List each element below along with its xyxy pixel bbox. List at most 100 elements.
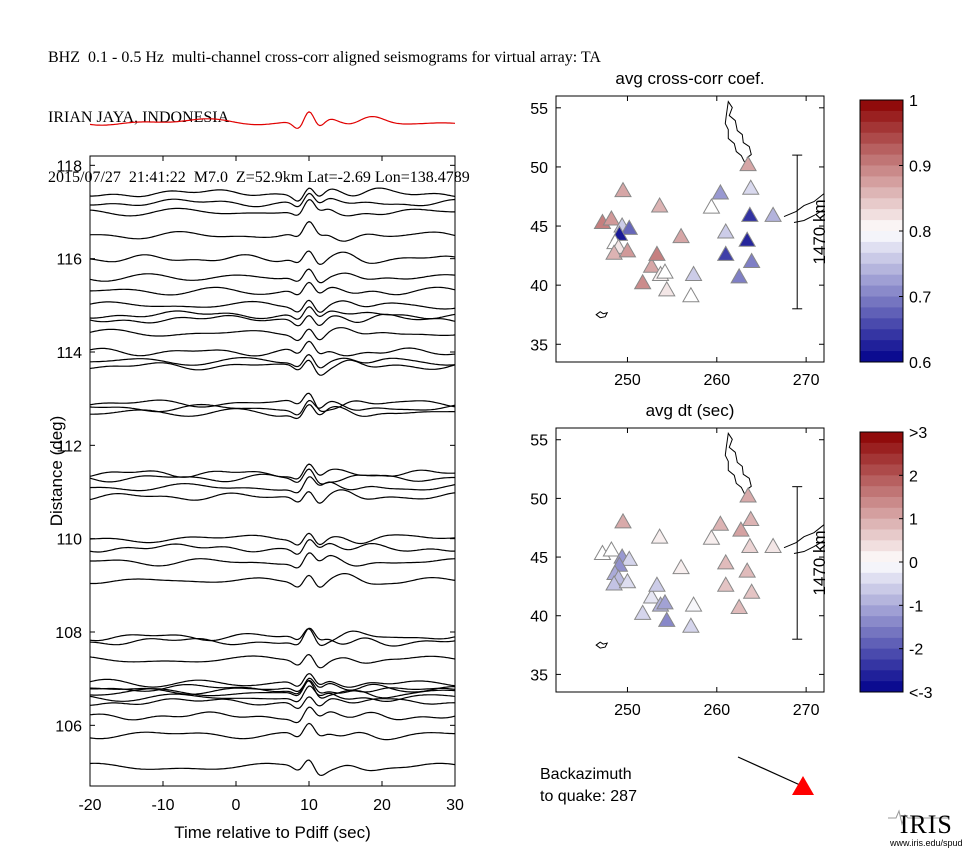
x-tick-label: 20 <box>373 797 391 814</box>
seismogram-trace-line <box>89 759 456 777</box>
backazimuth-title: Backazimuth <box>540 766 632 783</box>
colorbar-segment <box>860 231 903 243</box>
y-tick-label: 110 <box>56 532 82 549</box>
seismogram-trace-line <box>89 299 456 313</box>
station-marker <box>741 179 760 195</box>
map-x-tick-label: 270 <box>793 372 820 389</box>
seismogram-trace-line <box>90 353 456 369</box>
colorbar-tick-label: 1 <box>909 512 918 529</box>
x-axis-label: Time relative to Pdiff (sec) <box>174 823 371 842</box>
map-x-tick-label: 270 <box>793 702 820 719</box>
colorbar-segment <box>860 143 903 156</box>
seismogram-trace-line <box>90 552 456 569</box>
station-marker <box>716 245 735 261</box>
colorbar-segment <box>860 340 903 352</box>
colorbar-tick-label: 0.7 <box>909 290 931 307</box>
colorbar-segment <box>860 453 903 465</box>
colorbar-segment <box>860 475 903 487</box>
seismogram-trace-line <box>90 679 456 699</box>
header-line-1: BHZ 0.1 - 0.5 Hz multi-channel cross-cor… <box>48 49 601 66</box>
station-marker <box>716 576 735 592</box>
seismogram-trace-line <box>89 685 456 703</box>
station-marker <box>716 222 735 239</box>
station-marker <box>672 227 690 244</box>
colorbar-segment <box>860 540 903 552</box>
figure-header: BHZ 0.1 - 0.5 Hz multi-channel cross-cor… <box>48 8 601 208</box>
seismogram-trace-line <box>89 268 456 284</box>
colorbar-segment <box>860 637 903 650</box>
station-marker <box>602 209 621 226</box>
x-tick-label: 10 <box>300 797 318 814</box>
station-marker <box>642 587 661 604</box>
station-marker <box>605 244 623 260</box>
colorbar-segment <box>860 307 903 319</box>
seismogram-trace-line <box>89 532 456 546</box>
seismogram-trace-line <box>89 359 456 376</box>
station-marker <box>742 583 761 599</box>
colorbar-segment <box>860 121 903 134</box>
station-marker <box>738 231 757 247</box>
station-marker <box>740 206 759 222</box>
station-marker <box>650 528 669 544</box>
seismogram-trace-line <box>89 476 456 494</box>
colorbar-segment <box>860 605 903 617</box>
colorbar-segment <box>860 648 903 660</box>
coastline-islet <box>595 311 609 319</box>
station-marker <box>739 155 757 172</box>
seismogram-trace-line <box>89 340 456 357</box>
station-marker <box>618 572 637 589</box>
station-marker <box>602 541 621 557</box>
x-tick-label: -10 <box>151 797 174 814</box>
station-marker <box>740 537 759 554</box>
station-marker <box>684 596 703 612</box>
colorbar-segment <box>860 486 903 498</box>
colorbar-tick-label: <-3 <box>909 685 933 702</box>
colorbar-segment <box>860 616 903 628</box>
station-marker <box>730 267 748 284</box>
coastline-islet <box>595 641 609 649</box>
seismogram-trace-line <box>89 628 456 647</box>
colorbar-segment <box>860 176 903 188</box>
colorbar-segment <box>860 187 903 199</box>
colorbar-segment <box>860 562 903 574</box>
seismogram-trace-line <box>89 706 456 724</box>
colorbar-segment <box>860 100 903 112</box>
seismogram-trace-line <box>90 677 455 695</box>
station-marker <box>657 611 676 627</box>
station-marker <box>742 252 761 269</box>
x-tick-label: 0 <box>232 797 241 814</box>
colorbar-tick-label: -2 <box>909 642 923 659</box>
map-y-tick-label: 45 <box>530 550 548 567</box>
colorbar-segment <box>860 551 903 563</box>
coastline-mainland <box>783 524 825 555</box>
colorbar-tick-label: 2 <box>909 468 918 485</box>
colorbar-segment <box>860 285 903 297</box>
station-marker <box>614 181 632 198</box>
map-x-tick-label: 260 <box>703 702 730 719</box>
map-x-tick-label: 250 <box>614 702 641 719</box>
y-axis-label: Distance (deg) <box>47 416 66 527</box>
station-marker <box>642 257 661 273</box>
header-line-3: 2015/07/27 21:41:22 M7.0 Z=52.9km Lat=-2… <box>48 169 470 186</box>
iris-logo-wave <box>888 809 948 826</box>
station-marker <box>633 604 652 620</box>
seismogram-trace-line <box>89 696 456 710</box>
iris-logo: IRIS www.iris.edu/spud <box>890 812 963 849</box>
seismogram-trace-line <box>89 463 456 480</box>
x-tick-label: -20 <box>78 797 101 814</box>
colorbar-segment <box>860 670 903 682</box>
seismogram-trace-line <box>89 392 456 413</box>
station-marker <box>702 198 721 214</box>
colorbar-segment <box>860 318 903 330</box>
colorbar-tick-label: 0 <box>909 555 918 572</box>
y-tick-label: 118 <box>56 158 82 175</box>
station-marker <box>682 286 700 303</box>
colorbar-segment <box>860 432 903 444</box>
colorbar-tick-label: 0.6 <box>909 355 931 372</box>
seismogram-trace-line <box>89 187 456 202</box>
station-marker <box>764 206 782 222</box>
colorbar-segment <box>860 296 903 308</box>
seismogram-trace-line <box>90 403 456 420</box>
colorbar-segment <box>860 165 903 177</box>
